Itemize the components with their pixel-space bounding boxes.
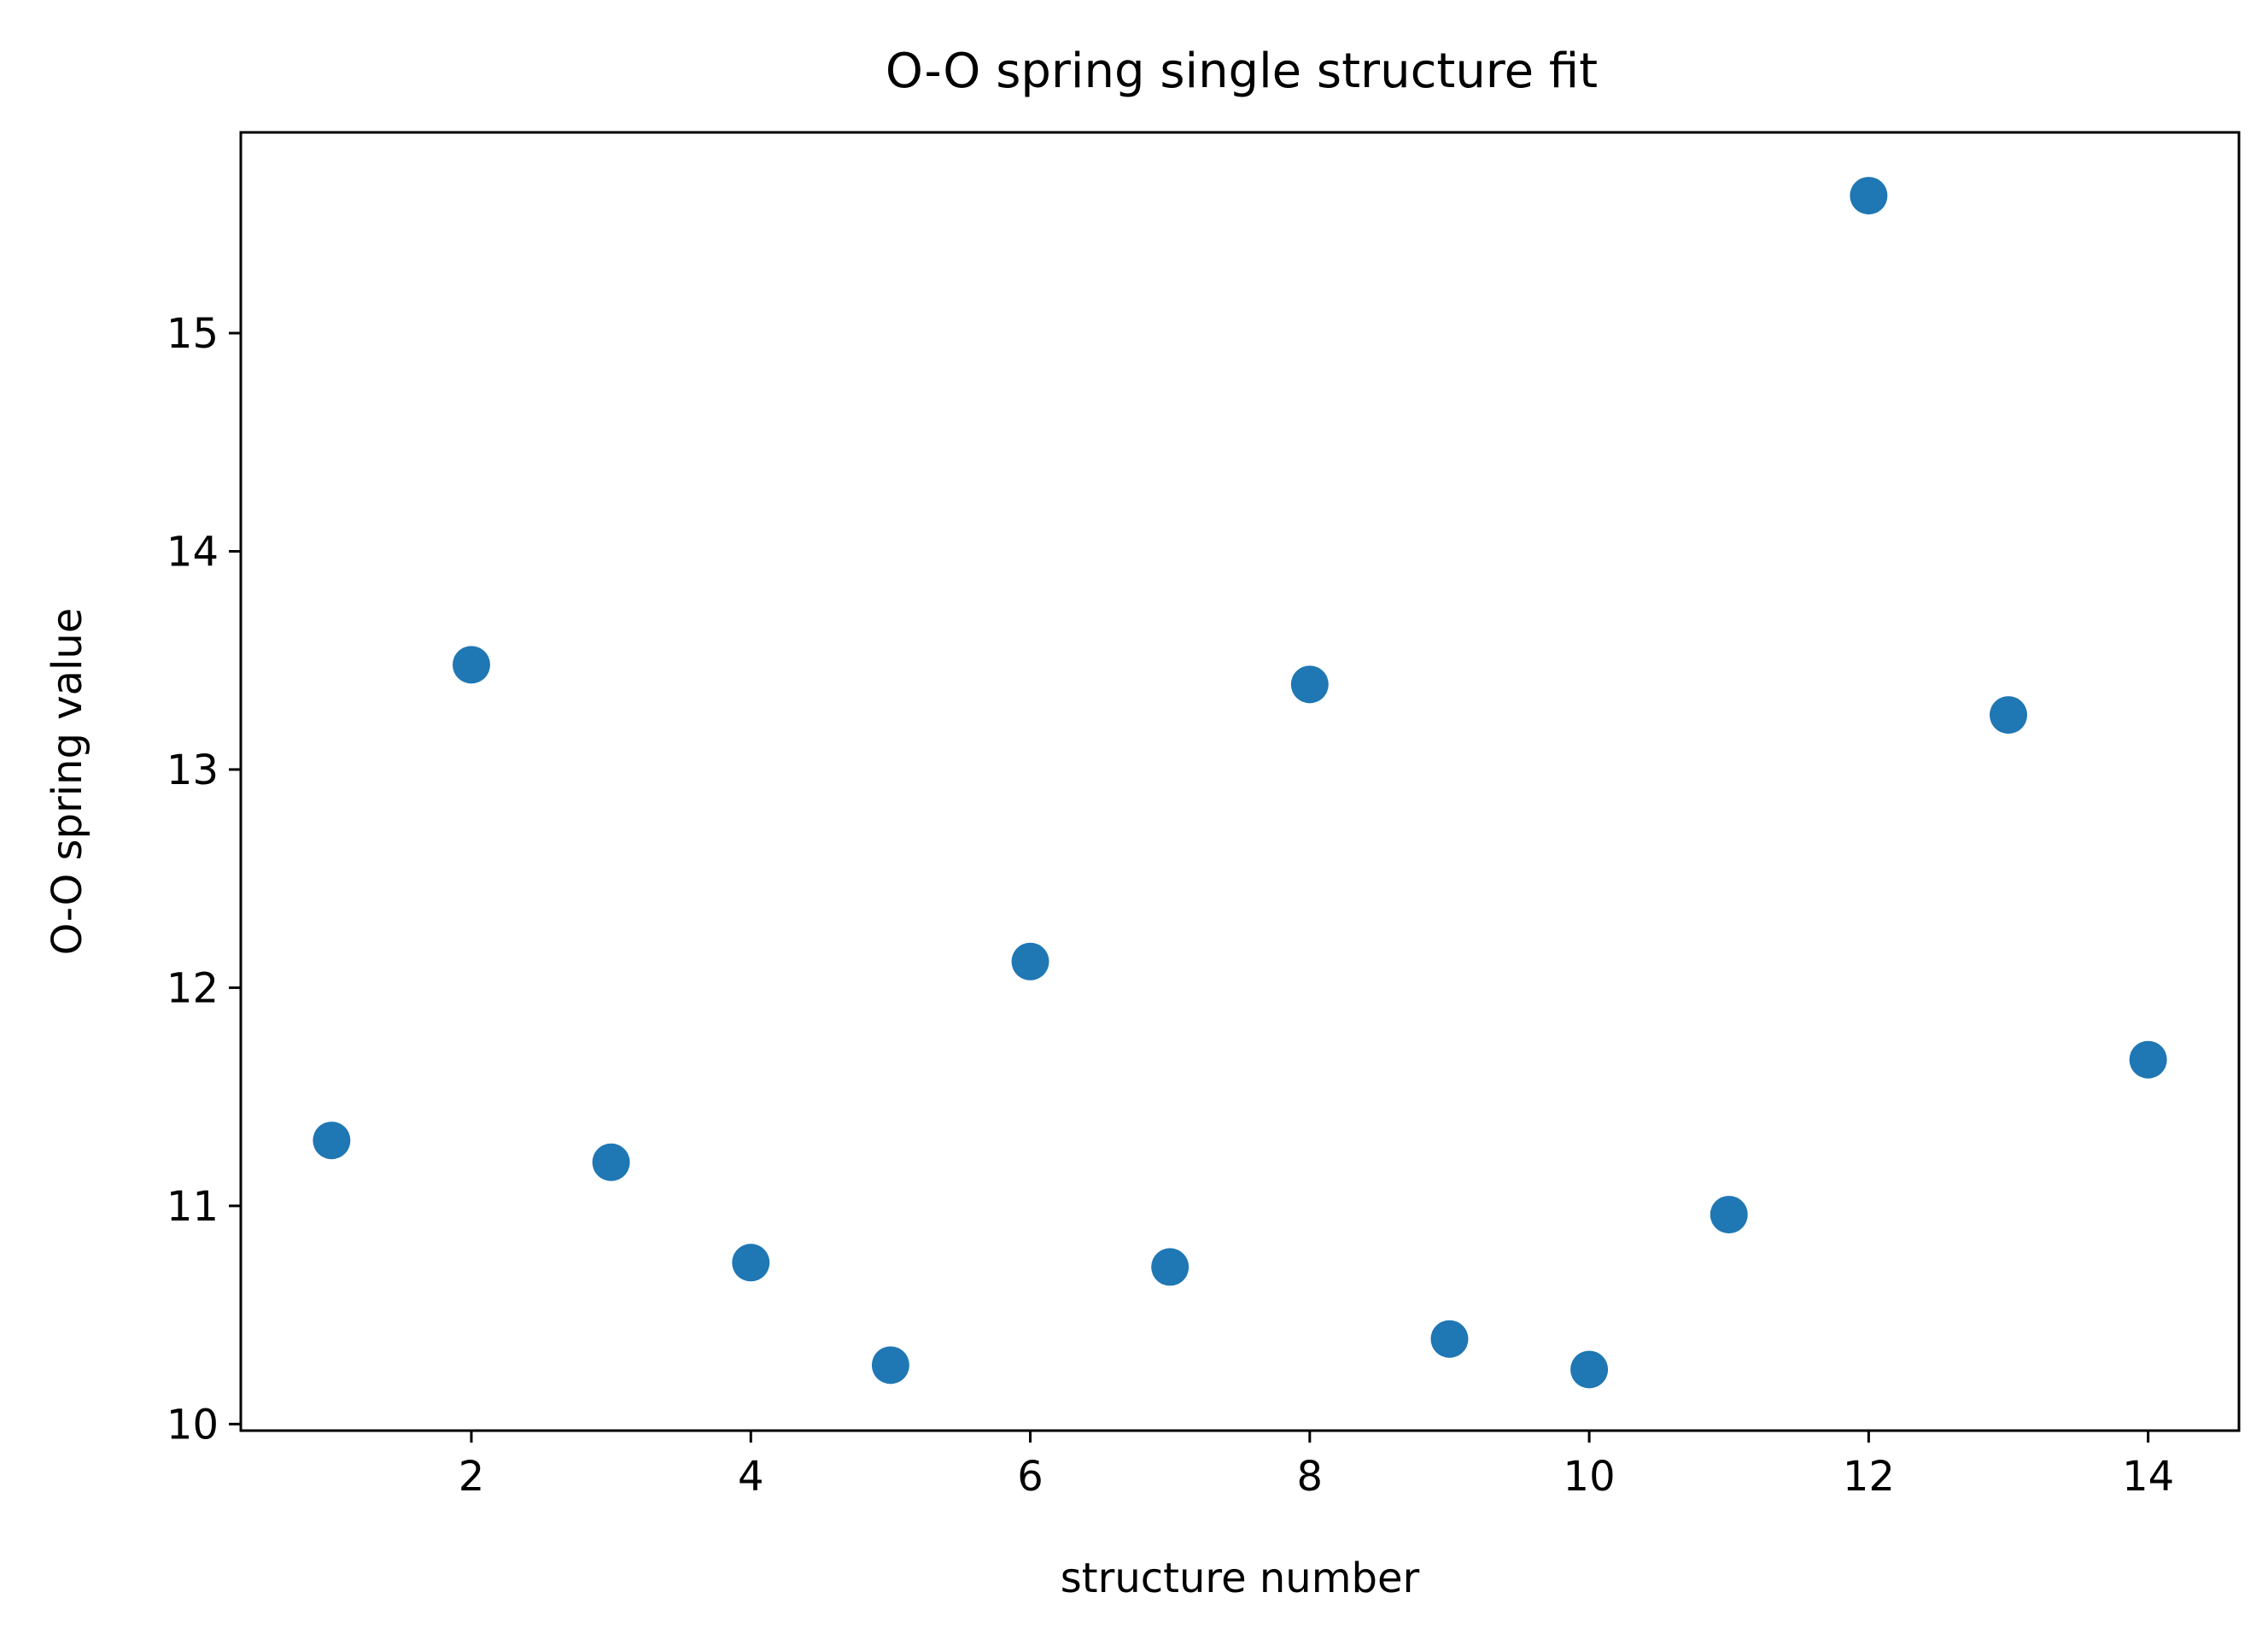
x-tick-label: 4 [738,1453,764,1501]
data-point [592,1143,630,1181]
chart-title: O-O spring single structure fit [886,44,1598,99]
data-point [2129,1040,2167,1079]
data-point [1430,1320,1469,1358]
y-tick-label: 10 [167,1401,219,1449]
x-tick-label: 14 [2122,1453,2174,1501]
x-tick-label: 8 [1297,1453,1324,1501]
x-tick-label: 10 [1564,1453,1616,1501]
y-tick-label: 11 [167,1183,219,1231]
x-tick-label: 6 [1017,1453,1043,1501]
data-point [1850,177,1888,215]
x-axis: 2 4 6 8 10 12 14 [459,1431,2174,1501]
y-axis-label: O-O spring value [44,608,91,956]
data-point [313,1121,351,1160]
data-point [1011,942,1049,981]
data-point [871,1346,909,1384]
data-point [1710,1196,1748,1234]
data-point [1290,665,1329,704]
y-tick-label: 15 [167,310,219,358]
x-tick-label: 12 [1843,1453,1895,1501]
data-point [1990,696,2027,735]
y-axis: 10 11 12 13 14 15 [167,310,241,1449]
data-point [1151,1248,1190,1286]
x-axis-label: structure number [1061,1554,1420,1602]
data-point [1570,1350,1609,1389]
x-tick-label: 2 [459,1453,485,1501]
data-points [313,177,2167,1389]
data-point [732,1244,770,1282]
y-tick-label: 13 [167,746,219,794]
plot-frame [239,131,2241,1432]
data-point [453,646,490,684]
y-tick-label: 14 [167,528,219,576]
y-tick-label: 12 [167,964,219,1012]
